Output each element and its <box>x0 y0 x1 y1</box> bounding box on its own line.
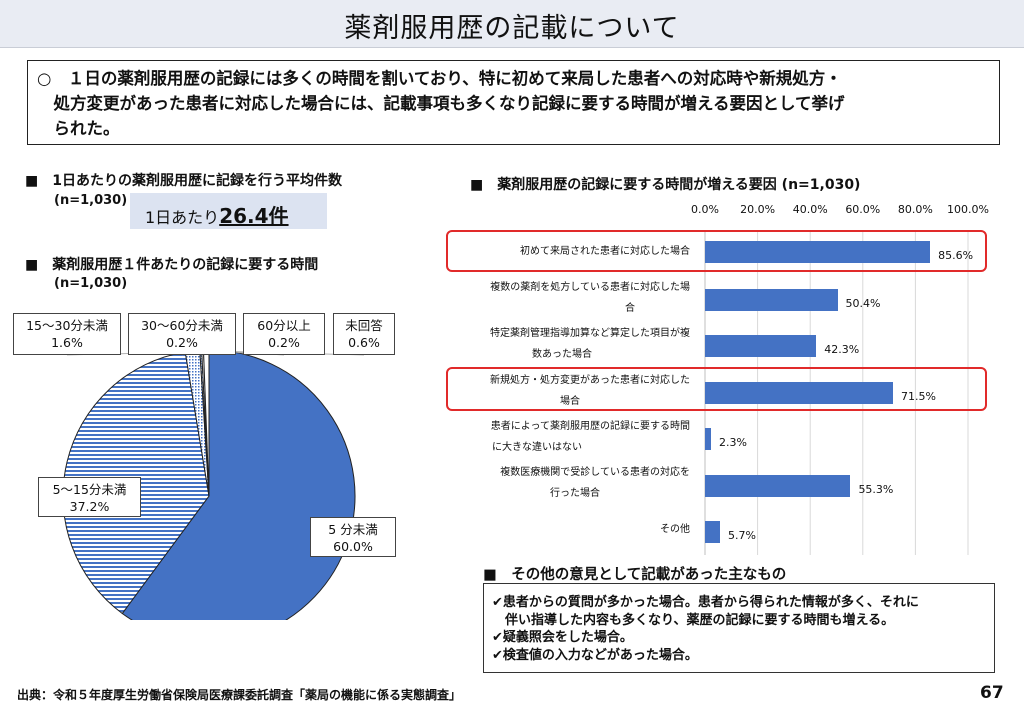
bar-category-label: 初めて来局された患者に対応した場合 <box>450 241 690 262</box>
pie-label-pct: 0.2% <box>268 335 300 350</box>
avg-heading: ■ 1日あたりの薬剤服用歴に記録を行う平均件数 <box>25 173 342 189</box>
summary-line: 処方変更があった患者に対応した場合には、記載事項も多くなり記録に要する時間が増え… <box>37 94 845 113</box>
bar-value-label: 85.6% <box>938 249 974 262</box>
bar-category-text: に大きな違いはない <box>492 442 582 453</box>
bar <box>705 382 894 404</box>
bar-axis: 0.0% 20.0% 40.0% 60.0% 80.0% 100.0% <box>0 203 1024 219</box>
avg-prefix: 1日あたり <box>145 208 220 227</box>
bar-category-label: 新規処方・処方変更があった患者に対応した場合 <box>450 370 690 412</box>
page-number: 67 <box>980 683 1004 703</box>
source-citation: 出典：令和５年度厚生労働省保険局医療課委託調査「薬局の機能に係る実態調査」 <box>17 688 462 702</box>
other-heading: ■ その他の意見として記載があった主なもの <box>483 567 787 583</box>
axis-tick: 40.0% <box>792 203 828 216</box>
other-opinions-box: ✔患者からの質問が多かった場合。患者から得られた情報が多く、それに 伴い指導した… <box>483 583 995 673</box>
bar-category-label: 複数の薬剤を処方している患者に対応した場合 <box>450 277 690 319</box>
pie-label-name: 30〜60分未満 <box>141 318 223 333</box>
bar-category-text: その他 <box>660 524 690 535</box>
pie-label-60plus: 60分以上 0.2% <box>243 313 325 355</box>
avg-n: (n=1,030) <box>54 193 128 208</box>
bar <box>705 241 931 263</box>
bar-category-text: 数あった場合 <box>532 349 592 360</box>
summary-text: ○ １日の薬剤服用歴の記録には多くの時間を割いており、特に初めて来局した患者への… <box>37 66 987 141</box>
summary-box: ○ １日の薬剤服用歴の記録には多くの時間を割いており、特に初めて来局した患者への… <box>27 60 1000 145</box>
bar-category-text: 行った場合 <box>550 488 600 499</box>
bar-value-label: 50.4% <box>845 297 881 310</box>
other-opinion-line: ✔疑義照会をした場合。 <box>492 630 633 645</box>
pie-label-pct: 37.2% <box>69 499 110 514</box>
pie-label-pct: 60.0% <box>333 539 373 554</box>
pie-label-name: 5 分未満 <box>328 522 378 537</box>
bar-category-text: 複数の薬剤を処方している患者に対応した場 <box>490 282 690 293</box>
pie-label-pct: 0.6% <box>348 335 380 350</box>
bar-category-text: 特定薬剤管理指導加算など算定した項目が複 <box>490 328 690 339</box>
bar-category-text: 場合 <box>560 396 580 407</box>
highlight-frame-new-prescription <box>446 367 987 411</box>
avg-box: 1日あたり26.4件 <box>130 193 327 229</box>
summary-line: られた。 <box>37 119 120 138</box>
pie-label-name: 5〜15分未満 <box>52 482 127 497</box>
bar-category-text: 初めて来局された患者に対応した場合 <box>520 246 690 257</box>
pie-heading: ■ 薬剤服用歴１件あたりの記録に要する時間 <box>25 257 319 273</box>
bar-category-text: 新規処方・処方変更があった患者に対応した <box>490 375 690 386</box>
bar-category-label: 特定薬剤管理指導加算など算定した項目が複数あった場合 <box>450 323 690 365</box>
other-opinion-line: ✔患者からの質問が多かった場合。患者から得られた情報が多く、それに <box>492 595 919 610</box>
avg-value: 26.4件 <box>219 204 289 228</box>
bar-category-text: 合 <box>625 303 635 314</box>
axis-tick: 20.0% <box>740 203 776 216</box>
bar-value-label: 55.3% <box>858 483 894 496</box>
axis-tick: 60.0% <box>845 203 881 216</box>
pie-label-30-60: 30〜60分未満 0.2% <box>128 313 236 355</box>
summary-line: ○ １日の薬剤服用歴の記録には多くの時間を割いており、特に初めて来局した患者への… <box>37 69 842 88</box>
bar-category-label: 患者によって薬剤服用歴の記録に要する時間 に大きな違いはない <box>450 416 690 458</box>
axis-tick: 0.0% <box>691 203 719 216</box>
bar-value-label: 71.5% <box>901 390 936 403</box>
bar <box>705 475 851 497</box>
pie-label-name: 60分以上 <box>257 318 311 333</box>
highlight-frame-first-visit <box>446 230 987 272</box>
pie-label-no-answer: 未回答 0.6% <box>333 313 395 355</box>
pie-label-under5: 5 分未満 60.0% <box>310 517 396 557</box>
bar-heading: ■ 薬剤服用歴の記録に要する時間が増える要因 (n=1,030) <box>470 177 861 193</box>
bar <box>705 521 720 543</box>
bar <box>705 428 712 450</box>
bar-value-label: 42.3% <box>824 343 860 356</box>
other-opinion-line: ✔検査値の入力などがあった場合。 <box>492 647 698 663</box>
bar-value-label: 5.7% <box>727 529 756 542</box>
pie-label-name: 未回答 <box>345 318 383 333</box>
bar-category-label: 複数医療機関で受診している患者の対応を行った場合 <box>450 462 690 504</box>
bar-category-label: その他 <box>450 519 690 540</box>
axis-tick: 100.0% <box>947 203 989 216</box>
bar-value-label: 2.3% <box>719 436 747 449</box>
pie-label-15-30: 15〜30分未満 1.6% <box>13 313 121 355</box>
pie-label-5-15: 5〜15分未満 37.2% <box>38 477 141 517</box>
other-opinion-line: 伴い指導した内容も多くなり、薬歴の記録に要する時間も増える。 <box>492 612 895 628</box>
pie-n: (n=1,030) <box>54 276 128 291</box>
avg-label: 1日あたり26.4件 <box>145 200 289 229</box>
pie-label-pct: 0.2% <box>166 335 198 350</box>
axis-tick: 80.0% <box>897 203 933 216</box>
page-title: 薬剤服用歴の記載について <box>344 13 680 44</box>
pie-label-pct: 1.6% <box>51 335 83 350</box>
other-opinions-list: ✔患者からの質問が多かった場合。患者から得られた情報が多く、それに 伴い指導した… <box>492 594 919 664</box>
bar-category-text: 患者によって薬剤服用歴の記録に要する時間 <box>490 421 690 432</box>
bar-category-text: 複数医療機関で受診している患者の対応を <box>500 467 690 478</box>
bar <box>705 335 817 357</box>
bar <box>705 289 838 311</box>
pie-label-name: 15〜30分未満 <box>26 318 108 333</box>
title-bar <box>0 0 1024 48</box>
